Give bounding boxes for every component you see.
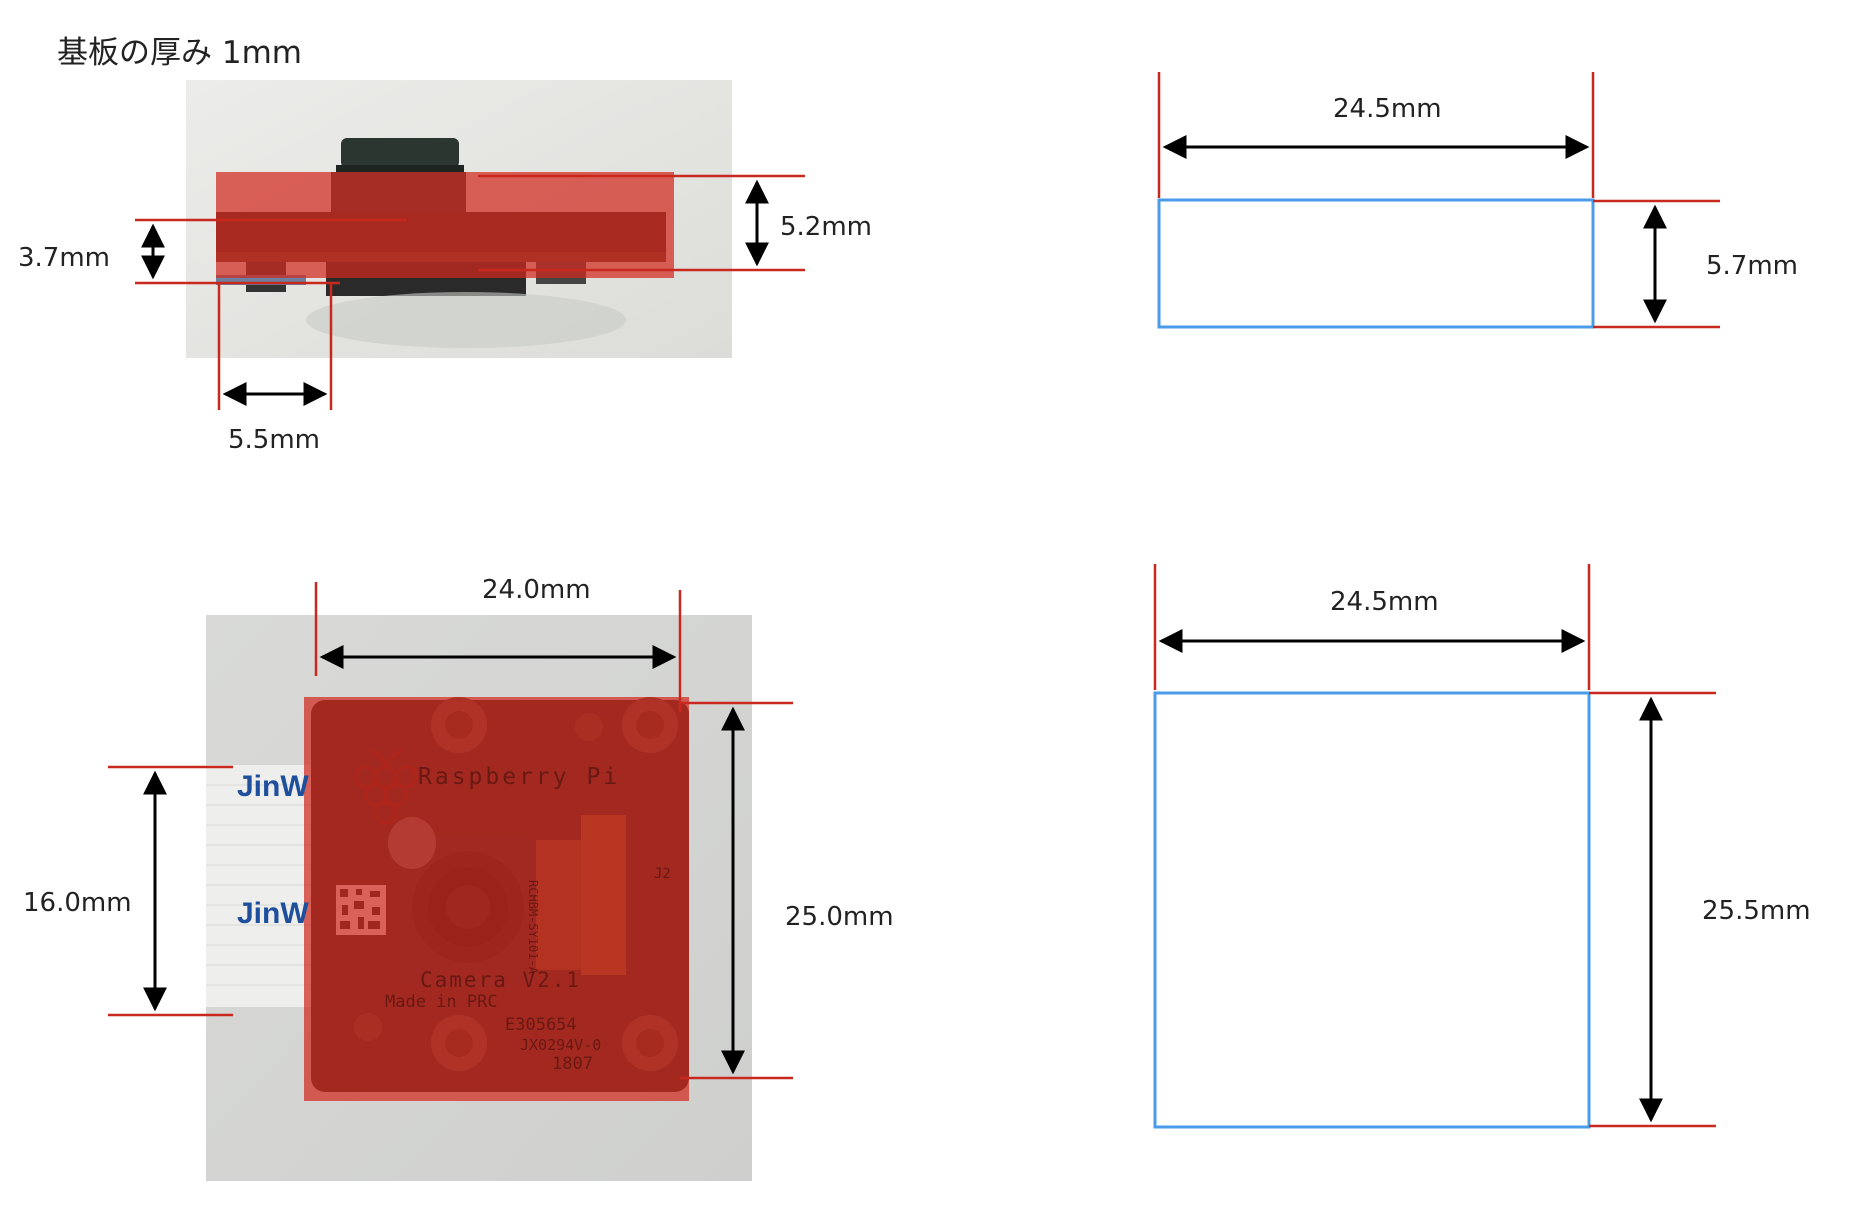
label-box-front-width: 24.5mm	[1330, 587, 1439, 617]
board-connector-text: J2	[654, 866, 671, 882]
front-view-photo	[206, 615, 752, 1181]
label-side-total-height: 5.2mm	[780, 212, 873, 242]
dim-side-offset-width	[217, 283, 333, 410]
dim-box-side-width	[1157, 72, 1595, 198]
dim-box-front-width	[1153, 564, 1591, 690]
label-side-board-height: 3.7mm	[18, 243, 111, 273]
page-title: 基板の厚み 1mm	[57, 35, 302, 71]
box-side-outline	[1157, 198, 1595, 329]
label-box-side-width: 24.5mm	[1333, 94, 1442, 124]
cable-text-1: JinW	[237, 770, 309, 803]
dim-side-total-height	[478, 174, 805, 272]
dim-box-front-height	[1589, 691, 1716, 1128]
label-box-front-height: 25.5mm	[1702, 896, 1811, 926]
label-side-offset-width: 5.5mm	[228, 425, 321, 455]
label-front-height: 25.0mm	[785, 902, 894, 932]
dim-box-side-height	[1593, 199, 1720, 329]
cable-text-2: JinW	[237, 897, 309, 930]
dim-front-height	[680, 701, 793, 1080]
board-code1-text: E305654	[505, 1015, 577, 1035]
dim-side-board-height	[135, 218, 407, 285]
label-front-width: 24.0mm	[482, 575, 591, 605]
board-model-text: Camera V2.1	[420, 968, 582, 992]
board-code3-text: 1807	[552, 1054, 593, 1074]
front-overlay	[304, 697, 689, 1101]
box-front-outline	[1153, 691, 1591, 1129]
board-code2-text: JX0294V-0	[520, 1036, 602, 1054]
label-front-cable-width: 16.0mm	[23, 888, 132, 918]
board-brand-text: Raspberry Pi	[418, 764, 621, 790]
board-made-in-text: Made in PRC	[385, 992, 498, 1012]
side-overlay	[216, 172, 674, 278]
dim-front-cable-width	[108, 765, 233, 1017]
dim-front-width	[314, 582, 682, 712]
label-box-side-height: 5.7mm	[1706, 251, 1799, 281]
